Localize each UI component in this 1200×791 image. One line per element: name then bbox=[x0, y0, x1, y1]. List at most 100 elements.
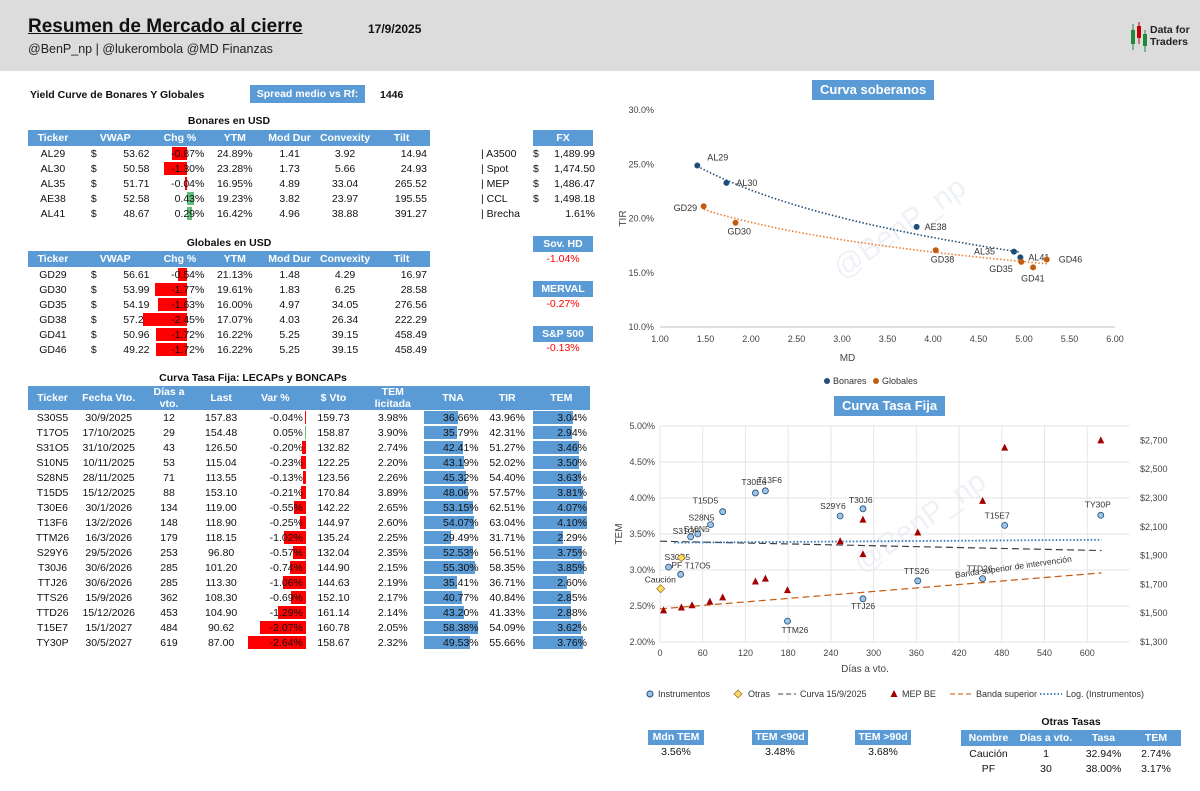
tna-cell: 52.53% bbox=[424, 545, 481, 560]
page-subtitle: @BenP_np | @lukerombola @MD Finanzas bbox=[28, 42, 273, 56]
otras-marker bbox=[676, 553, 686, 563]
tna-cell: 35.41% bbox=[424, 575, 481, 590]
table-row: AL30 $50.58 -1.30% 23.28% 1.73 5.66 24.93 bbox=[28, 161, 430, 176]
nombre-cell: Caución bbox=[969, 747, 1008, 760]
x-tick-label: 60 bbox=[698, 648, 708, 658]
y-tick-label: 2.50% bbox=[629, 601, 655, 611]
x-tick-label: 180 bbox=[781, 648, 796, 658]
y2-tick-label: $2,300 bbox=[1140, 493, 1168, 503]
tasa-fija-title: Curva Tasa Fija: LECAPs y BONCAPs bbox=[159, 372, 347, 384]
var-databar bbox=[290, 591, 306, 604]
watermark-text: @BenP_np bbox=[847, 464, 992, 579]
tem-value: 3.46% bbox=[557, 441, 587, 454]
last-cell: 87.00 bbox=[207, 636, 235, 649]
tem-licitada-cell: 2.35% bbox=[377, 546, 408, 559]
tem-licitada-cell: 2.32% bbox=[377, 636, 408, 649]
tilt-cell: 28.58 bbox=[400, 283, 427, 296]
var-value: -1.06% bbox=[269, 576, 303, 589]
mdn-tem-value: 3.56% bbox=[661, 746, 691, 758]
table-row: AL29 $53.62 -0.87% 24.89% 1.41 3.92 14.94 bbox=[28, 146, 430, 161]
tna-databar bbox=[424, 531, 452, 544]
vwap-cell: $50.58 bbox=[78, 161, 153, 176]
tir-cell: 57.57% bbox=[489, 486, 525, 499]
column-header: Convexity bbox=[316, 251, 374, 267]
vto-cell: 152.10 bbox=[317, 591, 350, 604]
vwap-value: 53.99 bbox=[123, 283, 150, 296]
tna-databar bbox=[424, 516, 475, 529]
vwap-cell: $53.99 bbox=[78, 282, 153, 297]
chg-databar bbox=[186, 207, 192, 220]
table-row: T15D5 15/12/2025 88 153.10 -0.21% 170.84 3.89%… bbox=[28, 485, 590, 500]
currency-symbol: $ bbox=[90, 328, 97, 341]
column-header: Last bbox=[197, 386, 245, 410]
var-value: -0.21% bbox=[269, 486, 303, 499]
ticker-cell: GD30 bbox=[39, 283, 67, 296]
vto-cell: 123.56 bbox=[317, 471, 350, 484]
tir-cell: 54.40% bbox=[489, 471, 525, 484]
column-header: YTM bbox=[207, 251, 263, 267]
y-tick-label: 30.0% bbox=[628, 105, 654, 115]
tir-cell: 43.96% bbox=[489, 411, 525, 424]
tem-databar bbox=[532, 426, 572, 439]
tna-databar bbox=[424, 621, 479, 634]
mep-be-marker bbox=[859, 550, 867, 558]
tem-cell: 3.75% bbox=[532, 545, 590, 560]
tem-databar bbox=[532, 591, 571, 604]
tem-cell: 3.62% bbox=[532, 620, 590, 635]
tilt-cell: 222.29 bbox=[394, 313, 427, 326]
tilt-cell: 195.55 bbox=[394, 192, 427, 205]
y-tick-label: 25.0% bbox=[628, 159, 654, 169]
fx-name: | Spot bbox=[481, 162, 509, 175]
instrument-point bbox=[694, 530, 702, 538]
fecha-cell: 29/5/2026 bbox=[85, 546, 133, 559]
curva-tasa-fija-chart: @BenP_np 2.00% 2.50% 3.00% 3.50% 4.00% 4.50% 5.… bbox=[614, 421, 1168, 699]
column-header: Mod Dur bbox=[262, 130, 317, 146]
ytm-cell: 17.07% bbox=[216, 313, 253, 326]
ticker-cell: TTJ26 bbox=[37, 576, 68, 589]
ticker-cell: T13F6 bbox=[37, 516, 68, 529]
tna-value: 40.77% bbox=[443, 591, 479, 604]
tir-cell: 58.35% bbox=[489, 561, 525, 574]
instrument-point bbox=[836, 512, 844, 520]
chg-cell: -0.87% bbox=[153, 146, 208, 161]
otras-tasas-table: Nombre Días a vto. Tasa TEM Caución 1 32.94% 2… bbox=[961, 730, 1181, 776]
fx-table: | A3500 $1,489.99 | Spot $1,474.50 | MEP $1,4… bbox=[478, 146, 598, 221]
table-row: AE38 $52.58 0.43% 19.23% 3.82 23.97 195.55 bbox=[28, 191, 430, 206]
fx-name: | A3500 bbox=[481, 147, 517, 160]
tem-cell: 3.46% bbox=[532, 440, 590, 455]
tem-cell: 2.88% bbox=[532, 605, 590, 620]
tem-cell: 3.85% bbox=[532, 560, 590, 575]
tem-licitada-cell: 2.15% bbox=[377, 561, 408, 574]
ytm-cell: 16.95% bbox=[216, 177, 253, 190]
chg-cell: 0.29% bbox=[153, 206, 208, 221]
table-row: GD29 $56.61 -0.54% 21.13% 1.48 4.29 16.97 bbox=[28, 267, 430, 282]
tem-licitada-cell: 2.26% bbox=[377, 471, 408, 484]
mep-be-marker bbox=[761, 574, 769, 582]
ticker-cell: S10N5 bbox=[36, 456, 69, 469]
tna-cell: 53.15% bbox=[424, 500, 481, 515]
point-label: GD30 bbox=[728, 227, 752, 237]
tem-databar bbox=[532, 606, 571, 619]
tna-databar bbox=[424, 426, 458, 439]
table-row: S31O5 31/10/2025 43 126.50 -0.20% 132.82 2.74%… bbox=[28, 440, 590, 455]
table-row: T17O5 17/10/2025 29 154.48 0.05% 158.87 3.90% 3… bbox=[28, 425, 590, 440]
vwap-value: 54.19 bbox=[123, 298, 150, 311]
tna-databar bbox=[424, 471, 467, 484]
y2-tick-label: $1,300 bbox=[1140, 637, 1168, 647]
table-row: T13F6 13/2/2026 148 118.90 -0.25% 144.97 2.60%… bbox=[28, 515, 590, 530]
fx-value: 1.61% bbox=[565, 207, 595, 220]
vto-cell: 142.22 bbox=[317, 501, 350, 514]
legend-instrumentos-marker bbox=[646, 690, 654, 698]
y2-tick-label: $2,500 bbox=[1140, 464, 1168, 474]
column-header: VWAP bbox=[77, 251, 153, 267]
tna-cell: 48.06% bbox=[424, 485, 481, 500]
table-row: TTS26 15/9/2026 362 108.30 -0.69% 152.10 2.17%… bbox=[28, 590, 590, 605]
tem-cell: 2.85% bbox=[532, 590, 590, 605]
fx-name: | Brecha bbox=[481, 207, 520, 220]
instrument-point bbox=[1001, 521, 1009, 529]
instrument-point bbox=[859, 505, 867, 513]
vwap-value: 51.71 bbox=[123, 177, 150, 190]
tem-cell: 3.63% bbox=[532, 470, 590, 485]
convexity-cell: 23.97 bbox=[331, 192, 359, 205]
chg-value: 0.29% bbox=[174, 207, 205, 220]
